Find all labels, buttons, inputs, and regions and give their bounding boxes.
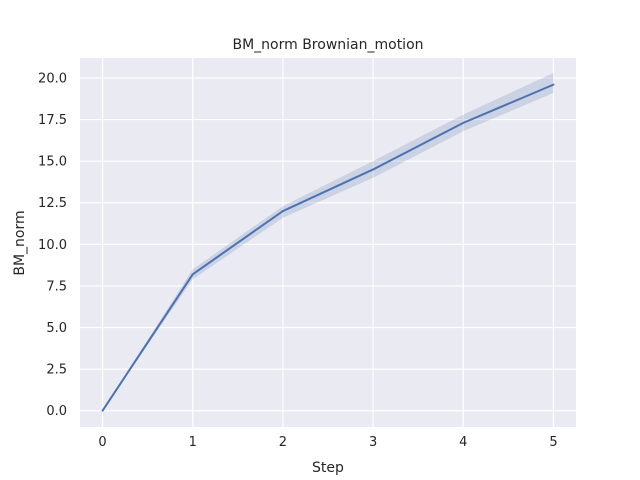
y-tick-label-8: 20.0 — [38, 71, 67, 86]
y-tick-label-1: 2.5 — [46, 363, 67, 378]
x-tick-label-3: 3 — [369, 435, 377, 450]
y-axis-label: BM_norm — [12, 210, 28, 275]
x-tick-label-4: 4 — [459, 435, 467, 450]
confidence-bands — [102, 72, 554, 411]
y-tick-label-5: 12.5 — [38, 196, 67, 211]
x-axis-label: Step — [312, 460, 344, 476]
series-line-0 — [101, 83, 555, 412]
y-tick-labels: 0.0 2.5 5.0 7.5 10.0 12.5 15.0 17.5 20.0 — [38, 71, 67, 419]
confidence-band-0 — [102, 72, 554, 411]
y-tick-label-0: 0.0 — [46, 404, 67, 419]
y-gridlines — [80, 77, 576, 412]
x-tick-label-1: 1 — [189, 435, 197, 450]
x-tick-label-0: 0 — [98, 435, 106, 450]
x-tick-label-2: 2 — [279, 435, 287, 450]
y-tick-label-7: 17.5 — [38, 113, 67, 128]
y-tick-label-6: 15.0 — [38, 155, 67, 170]
y-tick-label-4: 10.0 — [38, 238, 67, 253]
y-tick-label-2: 5.0 — [46, 321, 67, 336]
series-lines — [101, 83, 555, 412]
chart-title: BM_norm Brownian_motion — [232, 37, 423, 53]
y-tick-label-3: 7.5 — [46, 279, 67, 294]
x-tick-labels: 0 1 2 3 4 5 — [98, 435, 557, 450]
x-tick-label-5: 5 — [549, 435, 557, 450]
